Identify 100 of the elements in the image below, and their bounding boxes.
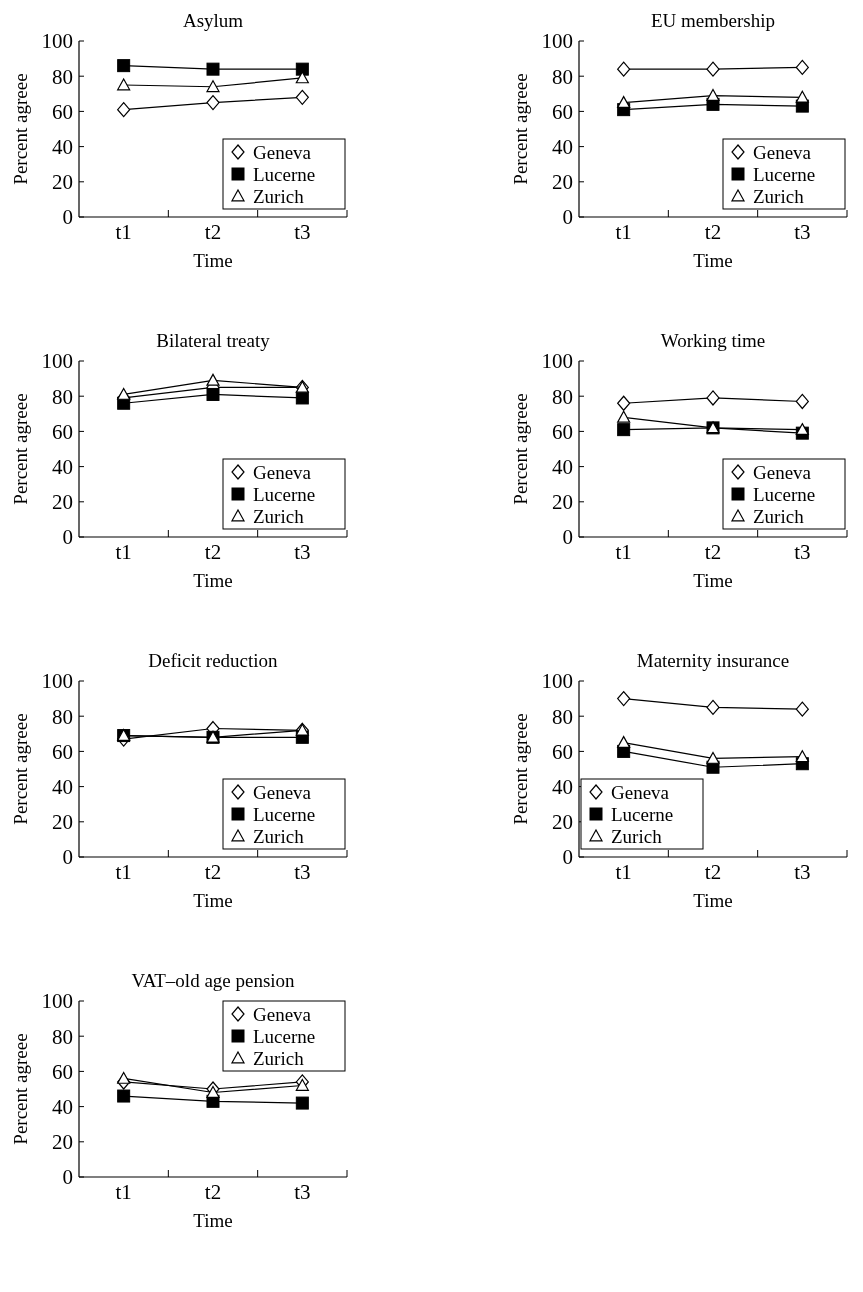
legend-label: Lucerne [253, 483, 316, 505]
legend-label: Zurich [753, 185, 805, 207]
chart-title: VAT–old age pension [131, 970, 296, 991]
y-tick-label: 60 [52, 99, 73, 124]
y-tick-label: 40 [52, 774, 73, 799]
y-tick-label: 80 [52, 1024, 73, 1049]
y-tick-label: 60 [552, 419, 573, 444]
y-tick-label: 80 [552, 64, 573, 89]
y-axis-title: Percent agreee [10, 1033, 31, 1145]
x-tick-label: t3 [294, 540, 311, 564]
y-tick-label: 40 [52, 1094, 73, 1119]
x-axis-title: Time [193, 1210, 233, 1231]
legend-label: Zurich [611, 825, 663, 847]
y-tick-label: 20 [52, 490, 73, 515]
chart-title: EU membership [650, 10, 776, 31]
x-tick-label: t2 [704, 220, 722, 244]
x-tick-label: t2 [204, 220, 222, 244]
legend-label: Geneva [253, 1003, 312, 1025]
y-tick-label: 20 [552, 810, 573, 835]
y-tick-label: 0 [62, 525, 73, 550]
y-axis-title: Percent agreee [10, 73, 31, 185]
x-tick-label: t1 [115, 1180, 132, 1204]
y-tick-label: 80 [552, 704, 573, 729]
y-tick-label: 60 [52, 739, 73, 764]
y-tick-label: 80 [552, 384, 573, 409]
y-tick-label: 20 [552, 170, 573, 195]
y-tick-label: 60 [52, 419, 73, 444]
y-tick-label: 20 [52, 170, 73, 195]
x-axis-title: Time [193, 570, 233, 591]
y-tick-label: 60 [52, 1059, 73, 1084]
y-tick-label: 100 [41, 29, 73, 54]
legend-label: Lucerne [611, 803, 674, 825]
y-tick-label: 100 [41, 669, 73, 694]
y-tick-label: 20 [552, 490, 573, 515]
x-tick-label: t1 [615, 220, 632, 244]
x-tick-label: t3 [794, 860, 811, 884]
y-axis-title: Percent agreee [10, 393, 31, 505]
y-tick-label: 40 [552, 134, 573, 159]
x-tick-label: t3 [794, 540, 811, 564]
x-tick-label: t2 [204, 540, 222, 564]
y-tick-label: 0 [62, 1165, 73, 1190]
legend-label: Geneva [253, 461, 312, 483]
x-tick-label: t3 [294, 1180, 311, 1204]
x-axis-title: Time [193, 890, 233, 911]
y-tick-label: 100 [541, 349, 573, 374]
legend-label: Geneva [253, 141, 312, 163]
legend-label: Lucerne [253, 163, 316, 185]
legend-label: Zurich [253, 1047, 305, 1069]
x-tick-label: t2 [204, 860, 222, 884]
legend-label: Lucerne [253, 803, 316, 825]
x-tick-label: t2 [704, 860, 722, 884]
y-tick-label: 80 [52, 704, 73, 729]
y-tick-label: 100 [41, 349, 73, 374]
x-tick-label: t2 [204, 1180, 222, 1204]
y-tick-label: 0 [62, 205, 73, 230]
legend-label: Geneva [753, 461, 812, 483]
chart-title: Bilateral treaty [156, 330, 271, 351]
legend-label: Zurich [253, 505, 305, 527]
legend-label: Zurich [253, 825, 305, 847]
legend-label: Geneva [611, 781, 670, 803]
x-axis-title: Time [693, 250, 733, 271]
y-tick-label: 60 [552, 739, 573, 764]
y-axis-title: Percent agreee [510, 73, 531, 185]
y-axis-title: Percent agreee [510, 393, 531, 505]
y-tick-label: 0 [562, 525, 573, 550]
y-tick-label: 20 [52, 1130, 73, 1155]
legend-label: Lucerne [753, 483, 816, 505]
y-axis-title: Percent agreee [510, 713, 531, 825]
y-tick-label: 100 [541, 29, 573, 54]
y-tick-label: 0 [62, 845, 73, 870]
legend-label: Lucerne [753, 163, 816, 185]
x-tick-label: t3 [794, 220, 811, 244]
y-tick-label: 80 [52, 384, 73, 409]
y-tick-label: 60 [552, 99, 573, 124]
x-tick-label: t1 [115, 220, 132, 244]
legend-label: Zurich [253, 185, 305, 207]
y-tick-label: 80 [52, 64, 73, 89]
chart-title: Maternity insurance [636, 650, 790, 671]
legend-label: Zurich [753, 505, 805, 527]
chart-title: Working time [660, 330, 766, 351]
y-tick-label: 40 [552, 774, 573, 799]
x-tick-label: t3 [294, 860, 311, 884]
y-tick-label: 0 [562, 845, 573, 870]
y-tick-label: 100 [41, 989, 73, 1014]
x-axis-title: Time [193, 250, 233, 271]
chart-title: Deficit reduction [148, 650, 279, 671]
y-tick-label: 40 [552, 454, 573, 479]
y-tick-label: 40 [52, 134, 73, 159]
y-tick-label: 20 [52, 810, 73, 835]
y-tick-label: 0 [562, 205, 573, 230]
legend-label: Geneva [753, 141, 812, 163]
chart-title: Asylum [182, 10, 244, 31]
x-axis-title: Time [693, 890, 733, 911]
y-tick-label: 100 [541, 669, 573, 694]
x-axis-title: Time [693, 570, 733, 591]
y-axis-title: Percent agreee [10, 713, 31, 825]
x-tick-label: t1 [615, 860, 632, 884]
legend-label: Lucerne [253, 1025, 316, 1047]
x-tick-label: t2 [704, 540, 722, 564]
legend-label: Geneva [253, 781, 312, 803]
